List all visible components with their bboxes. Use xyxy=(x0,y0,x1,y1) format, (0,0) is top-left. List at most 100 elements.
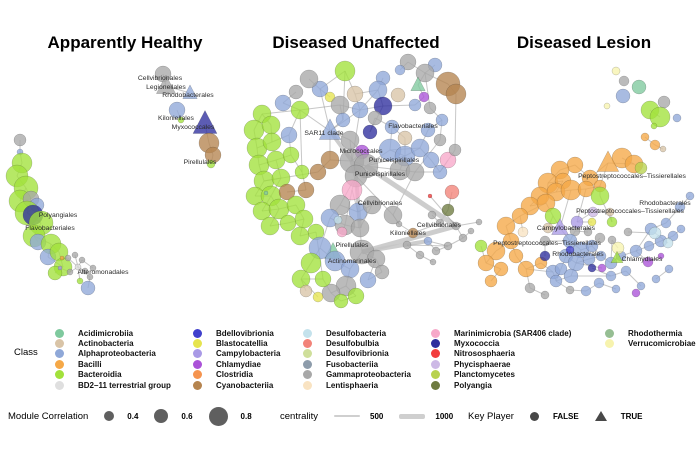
network-node-bacilli xyxy=(493,261,509,277)
class-legend-label: Verrucomicrobiae xyxy=(628,339,696,349)
network-node-desulfobulbia xyxy=(444,184,460,200)
class-color-swatch xyxy=(55,328,64,338)
network-node-cyano xyxy=(278,183,296,201)
network-panel-0: Cellvibrionales LegionellalesRhodobactera… xyxy=(5,65,222,296)
node-label: Cellvibrionales xyxy=(417,222,462,229)
network-node-bacteroidia xyxy=(294,164,310,180)
class-legend-label: Rhodothermia xyxy=(628,328,683,338)
node-label: Rhodobacterales xyxy=(639,200,691,207)
network-node-gamma xyxy=(402,240,412,250)
network-node-bacilli-keyplayer xyxy=(596,150,620,172)
class-legend-label: Desulfovibrionia xyxy=(326,349,389,359)
network-node-alpha xyxy=(582,252,596,266)
network-node-gamma xyxy=(467,227,475,235)
network-node-gamma xyxy=(565,285,575,295)
node-label: Peptostreptococcales–Tissierellales xyxy=(576,208,684,215)
class-legend-item: Planctomycetes xyxy=(431,370,571,380)
network-node-bacilli xyxy=(536,193,556,213)
node-label: Alteromonadales xyxy=(77,269,129,276)
network-node-gamma xyxy=(66,268,74,276)
network-node-gamma xyxy=(433,133,447,147)
network-node-gamma xyxy=(330,95,350,115)
network-node-alpha-keyplayer xyxy=(318,118,342,140)
network-node-actino xyxy=(346,85,364,103)
network-node-gamma xyxy=(583,227,593,237)
network-node-gamma xyxy=(288,84,304,100)
class-legend-item: Rhodothermia xyxy=(605,328,696,338)
network-node-alpha xyxy=(311,80,329,98)
network-node-bacilli xyxy=(496,216,516,236)
network-node-alpha xyxy=(168,101,186,119)
network-node-cyano xyxy=(320,150,340,170)
class-legend-label: Alphaproteobacteria xyxy=(78,349,156,359)
network-node-polyangia xyxy=(441,203,455,217)
network-node-bacilli xyxy=(59,255,65,261)
class-color-swatch xyxy=(431,370,440,380)
network-node-bacilli xyxy=(649,139,661,151)
node-label: Flavobacteriales xyxy=(388,123,438,130)
class-color-swatch xyxy=(431,349,440,359)
network-node-alpha xyxy=(611,284,621,294)
class-legend-item: Clostridia xyxy=(193,370,280,380)
class-color-swatch xyxy=(55,359,64,369)
network-node-alpha xyxy=(585,239,599,253)
network-node-bacteroidia xyxy=(290,100,310,120)
class-legend-label: Lentisphaeria xyxy=(326,380,379,390)
network-node-gamma xyxy=(431,246,441,256)
centrality-value: 1000 xyxy=(435,411,454,421)
network-node-gamma xyxy=(623,227,633,237)
network-node-gamma xyxy=(64,254,72,262)
network-node-alpha xyxy=(368,80,388,100)
panel-title-diseased-lesion: Diseased Lesion xyxy=(516,33,652,52)
key-player-value: FALSE xyxy=(552,411,579,421)
class-legend-item: Fusobacteriia xyxy=(303,359,411,369)
network-node-bacteroidia xyxy=(266,150,286,170)
node-label: Micrococcales xyxy=(339,148,383,155)
class-legend-label: Myxococcia xyxy=(454,339,500,349)
network-node-gamma xyxy=(427,210,437,220)
class-legend-item: Acidimicrobiia xyxy=(55,328,171,338)
network-node-myxococcia xyxy=(362,124,378,140)
network-node-bacteroidia xyxy=(47,265,63,281)
network-node-cyano xyxy=(309,163,327,181)
class-color-swatch xyxy=(193,349,202,359)
node-label: Rhodobacterales xyxy=(162,92,214,99)
class-legend-item: Bacteroidia xyxy=(55,370,171,380)
network-node-alpha xyxy=(410,138,430,158)
network-node-chlamydiae xyxy=(631,288,641,298)
network-node-gamma xyxy=(383,205,403,225)
class-legend-column-3: Marinimicrobia (SAR406 clade) Myxococcia N… xyxy=(431,328,571,390)
network-node-bacteroidia xyxy=(243,119,265,141)
network-node-blasto xyxy=(587,217,597,227)
class-legend-item: Desulfobacteria xyxy=(303,328,411,338)
network-node-gamma xyxy=(594,232,606,244)
network-node-bacteroidia xyxy=(294,209,314,229)
network-node-gamma xyxy=(448,143,462,157)
network-node-gamma xyxy=(71,251,79,259)
class-legend-item: Chlamydiae xyxy=(193,359,280,369)
class-color-swatch xyxy=(55,339,64,349)
network-node-desulfobacteria xyxy=(648,226,662,240)
node-label: Campylobacterales xyxy=(537,225,596,232)
class-legend-item: Campylobacteria xyxy=(193,349,280,359)
network-node-bacteroidia xyxy=(286,195,306,215)
network-node-myxococcia-keyplayer xyxy=(192,109,218,134)
network-node-gamma xyxy=(374,264,390,280)
network-node-gamma xyxy=(299,69,319,89)
class-legend-label: Actinobacteria xyxy=(78,339,134,349)
network-node-bacilli xyxy=(477,254,495,272)
network-node-alpha xyxy=(351,101,369,119)
network-node-gamma xyxy=(475,218,483,226)
network-node-blasto xyxy=(312,291,324,303)
network-node-gamma xyxy=(458,233,468,243)
network-node-bdello xyxy=(565,245,575,255)
network-node-acid-keyplayer xyxy=(410,76,426,91)
module-correlation-value: 0.4 xyxy=(127,411,139,421)
network-node-alpha xyxy=(667,230,679,242)
network-node-alpha xyxy=(324,250,346,272)
network-node-alpha xyxy=(595,250,607,262)
network-node-myxococcia xyxy=(373,96,393,116)
network-node-bacteroidia xyxy=(606,216,618,228)
